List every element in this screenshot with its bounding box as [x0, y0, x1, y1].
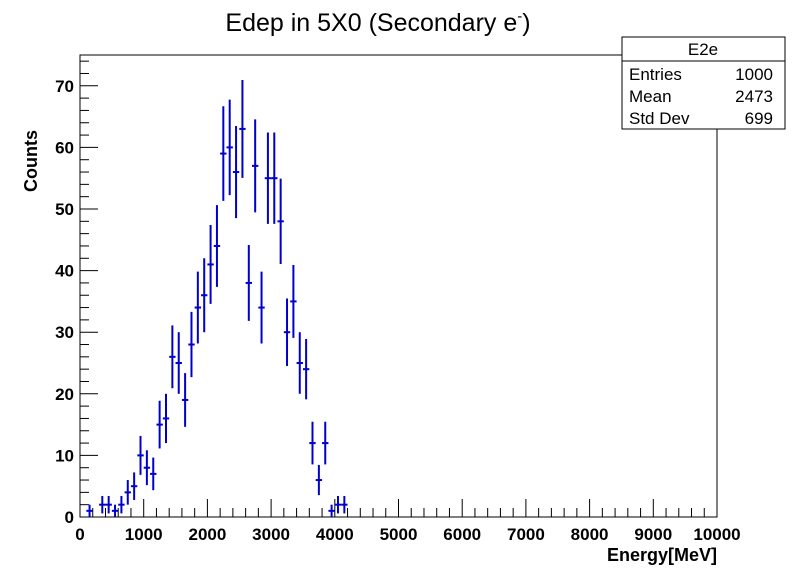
data-point [130, 472, 138, 500]
x-tick-label: 6000 [443, 525, 481, 544]
x-tick-label: 2000 [188, 525, 226, 544]
data-point [226, 99, 233, 196]
data-point [239, 80, 246, 178]
y-tick-label: 70 [55, 77, 74, 96]
stats-box-name: E2e [688, 40, 718, 59]
data-point [264, 132, 272, 224]
x-tick-label: 7000 [507, 525, 545, 544]
data-point [283, 298, 291, 366]
data-point [271, 132, 278, 224]
data-point [99, 495, 106, 514]
data-point [309, 421, 316, 465]
data-point [251, 119, 259, 213]
data-point [194, 271, 202, 344]
data-point [175, 332, 182, 394]
stats-box-frame [621, 36, 786, 130]
y-tick-label: 0 [65, 508, 74, 527]
x-axis-title: Energy[MeV] [607, 545, 717, 565]
data-point [302, 338, 310, 400]
data-point [181, 373, 189, 427]
data-point [328, 504, 335, 517]
data-point [296, 332, 303, 394]
data-point [201, 258, 208, 333]
plot-frame [79, 54, 718, 518]
x-tick-label: 9000 [634, 525, 672, 544]
x-tick-label: 10000 [693, 525, 740, 544]
data-point [118, 495, 125, 514]
stats-stddev-value: 699 [745, 109, 773, 128]
x-tick-label: 3000 [252, 525, 290, 544]
stats-stddev-label: Std Dev [629, 109, 690, 128]
data-point [315, 464, 323, 496]
y-tick-label: 20 [55, 385, 74, 404]
data-point [290, 264, 297, 338]
data-points [86, 80, 348, 517]
data-point [213, 205, 221, 287]
stats-entries-label: Entries [629, 65, 682, 84]
data-point [207, 224, 214, 304]
x-tick-label: 4000 [316, 525, 354, 544]
stats-box: E2e Entries 1000 Mean 2473 Std Dev 699 [621, 36, 786, 130]
x-axis: 0 1000 2000 3000 4000 5000 6000 7000 8000 9000 100… [75, 499, 741, 544]
stats-mean-value: 2473 [735, 87, 773, 106]
y-axis: 0 10 20 30 40 50 60 70 [55, 60, 98, 527]
y-axis-title: Counts [21, 130, 41, 192]
data-point [334, 495, 342, 514]
data-point [245, 244, 252, 321]
data-point [111, 504, 119, 517]
data-point [232, 125, 240, 219]
data-point [188, 311, 195, 378]
x-tick-label: 0 [75, 525, 84, 544]
data-point [124, 480, 131, 505]
y-tick-label: 10 [55, 446, 74, 465]
stats-mean-label: Mean [629, 87, 672, 106]
chart-title: Edep in 5X0 (Secondary e-) [225, 8, 530, 37]
data-point [137, 435, 144, 475]
data-point [220, 106, 227, 201]
data-point [86, 504, 93, 517]
y-tick-label: 30 [55, 323, 74, 342]
y-tick-label: 40 [55, 262, 74, 281]
stats-entries-value: 1000 [735, 65, 773, 84]
data-point [156, 400, 163, 449]
x-tick-label: 5000 [380, 525, 418, 544]
data-point [105, 495, 112, 514]
data-point [150, 457, 157, 491]
data-point [322, 421, 329, 465]
data-point [143, 450, 151, 486]
data-point [169, 325, 176, 389]
title-superscript: - [517, 8, 522, 25]
x-tick-label: 8000 [571, 525, 609, 544]
y-tick-label: 50 [55, 200, 74, 219]
x-tick-label: 1000 [125, 525, 163, 544]
data-point [341, 495, 348, 514]
data-point [277, 178, 284, 264]
y-tick-label: 60 [55, 138, 74, 157]
data-point [162, 393, 170, 444]
data-point [258, 271, 265, 344]
